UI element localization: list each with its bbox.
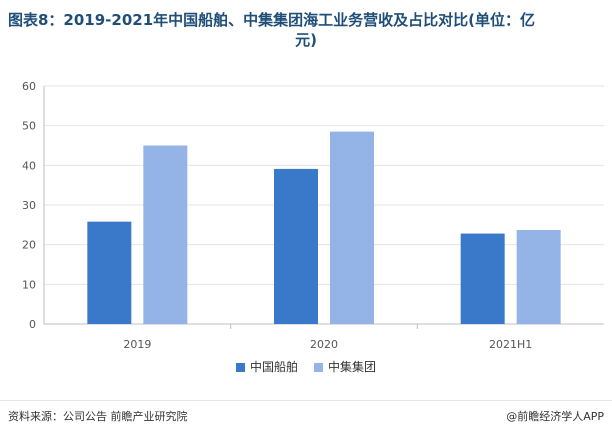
chart-title-line1: 图表8：2019-2021年中国船舶、中集集团海工业务营收及占比对比(单位：亿: [8, 11, 536, 29]
footer: 资料来源：公司公告 前瞻产业研究院 @前瞻经济学人APP: [0, 400, 612, 429]
y-tick-label: 30: [22, 199, 36, 212]
y-tick-label: 60: [22, 80, 36, 93]
bar-series1-2020: [274, 168, 318, 324]
y-tick-label: 20: [22, 239, 36, 252]
bar-series2-2021H1: [516, 229, 561, 324]
x-tick-label: 2021H1: [489, 338, 532, 351]
brand-label: @前瞻经济学人APP: [506, 410, 604, 423]
bar-series1-2019: [87, 221, 132, 324]
bar-series1-2021H1: [460, 233, 505, 324]
legend-label: 中国船舶: [250, 359, 298, 374]
bar-chart: 0 10 20 30 40 50 60 2019 2020 2021H1 中国船舶 中集集团: [22, 80, 604, 374]
x-tick-label: 2020: [310, 338, 338, 351]
source-note: 资料来源：公司公告 前瞻产业研究院: [8, 410, 188, 423]
chart-title-line2: 元): [295, 31, 317, 49]
y-tick-label: 10: [22, 278, 36, 291]
y-tick-label: 50: [22, 120, 36, 133]
legend-swatch-series2: [314, 363, 323, 372]
bar-series2-2019: [143, 145, 188, 324]
bar-series2-2020: [330, 131, 374, 324]
legend-swatch-series1: [236, 363, 245, 372]
y-tick-label: 40: [22, 159, 36, 172]
chart-title: 图表8：2019-2021年中国船舶、中集集团海工业务营收及占比对比(单位：亿 …: [4, 10, 608, 50]
legend-label: 中集集团: [328, 359, 376, 374]
x-tick-label: 2019: [123, 338, 151, 351]
y-tick-label: 0: [29, 318, 36, 331]
